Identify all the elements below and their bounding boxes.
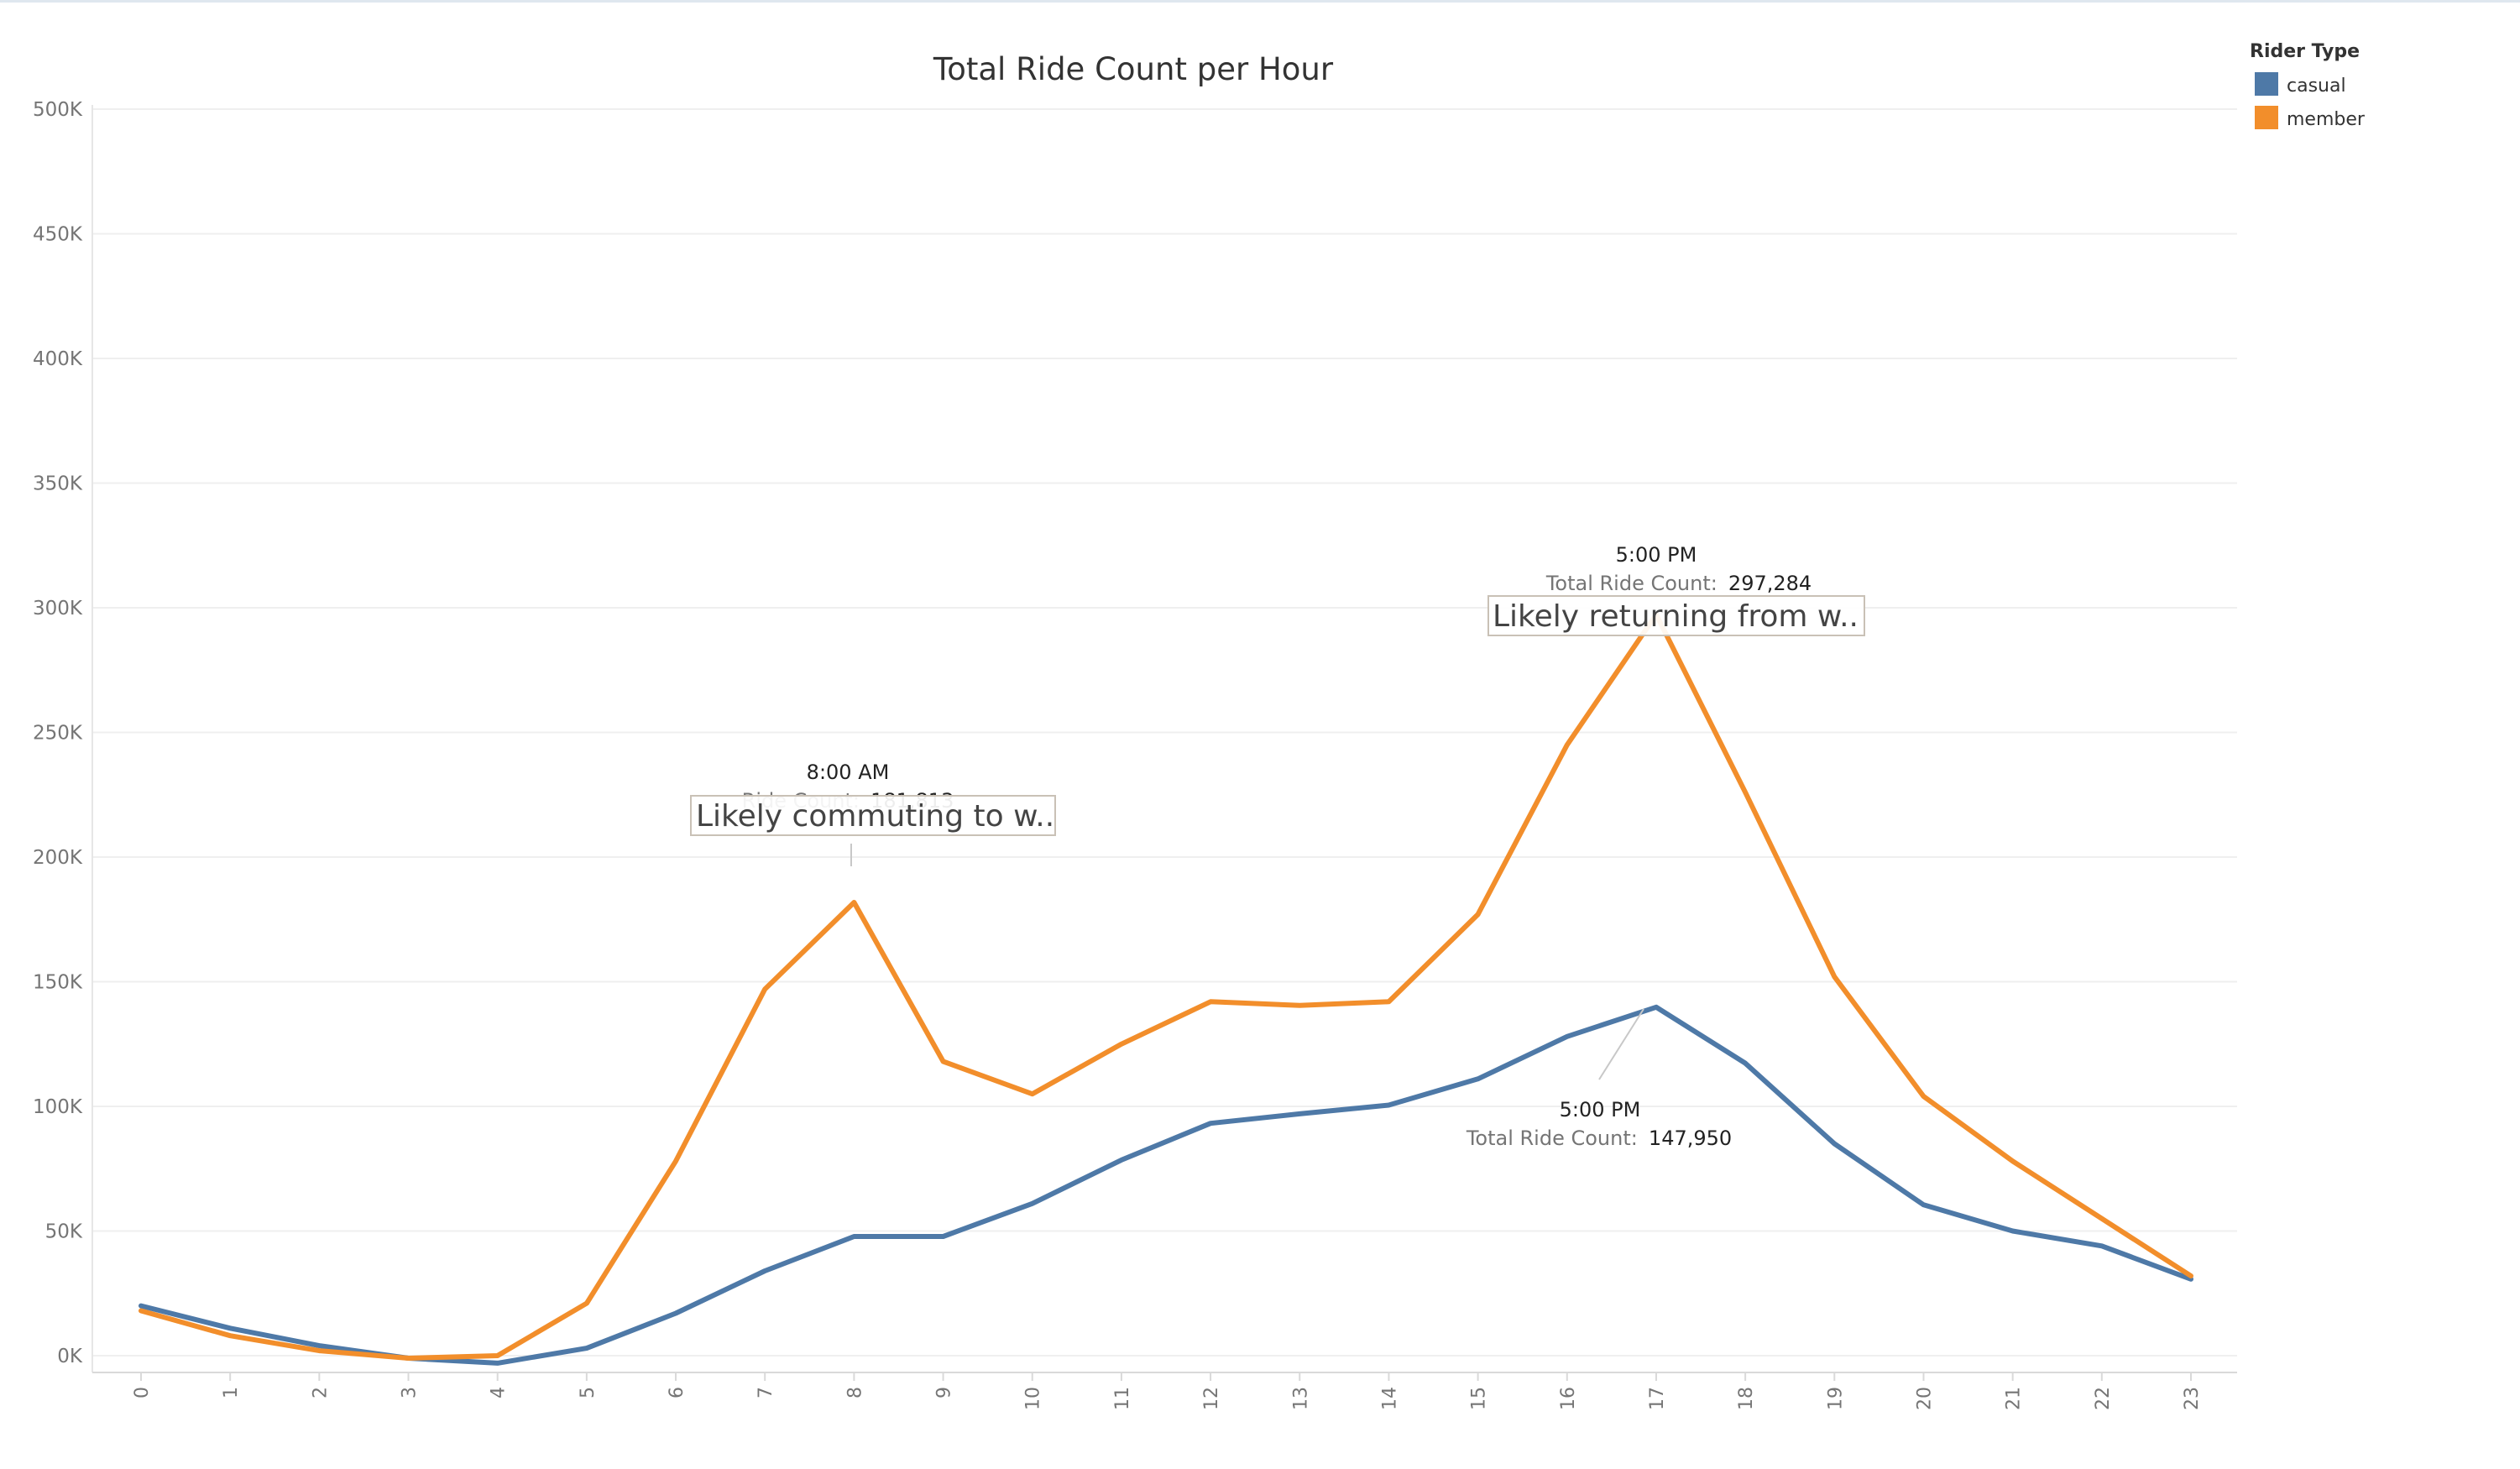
legend-swatch-member[interactable] [2255,106,2278,129]
x-tick-label: 18 [1736,1387,1757,1410]
annotation-5pm-casual: 5:00 PM Total Ride Count: 147,950 [1466,1008,1732,1150]
x-tick-label: 10 [1023,1387,1044,1410]
annotation-8am-time: 8:00 AM [807,761,890,784]
x-tick-label: 14 [1379,1387,1400,1410]
annotation-8am-note-box [690,795,1056,836]
x-tick-label: 13 [1290,1387,1311,1410]
x-tick-label: 23 [2182,1387,2203,1410]
legend-swatch-casual[interactable] [2255,72,2278,96]
x-tick-label: 19 [1825,1387,1846,1410]
y-tick-label: 300K [33,598,83,619]
x-tick-label: 11 [1112,1387,1133,1410]
chart-title: Total Ride Count per Hour [933,51,1334,87]
y-tick-label: 100K [33,1096,83,1118]
series-line-casual[interactable] [139,1004,2193,1366]
annotation-5pm-casual-leader [1598,1008,1644,1080]
annotation-5pm-member-value: 297,284 [1728,572,1812,595]
x-tick-label: 12 [1201,1387,1222,1410]
x-tick-label: 2 [310,1387,331,1398]
x-tick-label: 20 [1914,1387,1935,1410]
annotation-5pm-casual-value: 147,950 [1649,1127,1732,1150]
annotation-8am: 8:00 AM Ride Count: 181,813 Likely commu… [690,761,1056,866]
x-tick-label: 1 [221,1387,242,1398]
x-tick-label: 16 [1558,1387,1579,1410]
series-line-member[interactable] [139,612,2193,1361]
y-tick-label: 450K [33,224,83,246]
annotation-5pm-member: 5:00 PM Total Ride Count: 297,284 Likely… [1487,543,1865,636]
y-tick-label: 0K [57,1346,83,1367]
x-tick-label: 7 [755,1387,776,1398]
grid-lines [91,105,2237,1373]
x-tick-label: 4 [489,1387,510,1398]
y-axis-ticks: 0K 50K 100K 150K 200K 250K 300K 350K 400K 450K 500… [33,99,83,1367]
x-tick-label: 6 [667,1387,688,1398]
annotation-5pm-member-note-box [1487,595,1865,636]
annotation-5pm-member-label: Total Ride Count: [1545,572,1717,595]
y-tick-label: 200K [33,847,83,869]
y-tick-label: 350K [33,473,83,495]
x-tick-label: 21 [2004,1387,2025,1410]
legend-label-member[interactable]: member [2287,109,2366,130]
legend[interactable]: Rider Type casual member [2250,41,2366,130]
annotation-5pm-member-time: 5:00 PM [1616,543,1697,567]
top-border [0,0,2520,3]
x-tick-label: 5 [578,1387,599,1398]
annotation-5pm-casual-time: 5:00 PM [1560,1098,1641,1121]
annotation-8am-note: Likely commuting to w.. [696,799,1054,834]
annotation-5pm-casual-label: Total Ride Count: [1466,1127,1638,1150]
x-tick-label: 3 [400,1387,421,1398]
y-tick-label: 150K [33,972,83,994]
y-tick-label: 250K [33,723,83,745]
legend-label-casual[interactable]: casual [2287,76,2346,97]
x-tick-label: 9 [934,1387,955,1398]
x-tick-label: 15 [1469,1387,1490,1410]
x-axis-ticks: 0 1 2 3 4 5 6 7 8 9 10 11 12 13 14 15 16 17 18 19 20 21 22 23 [132,1372,2203,1410]
series-lines [139,612,2193,1366]
annotation-5pm-casual-count: Total Ride Count: 147,950 [1466,1127,1732,1150]
x-tick-label: 0 [132,1387,153,1398]
y-tick-label: 50K [45,1221,83,1243]
annotation-5pm-member-note: Likely returning from w.. [1493,599,1859,634]
x-tick-label: 8 [844,1387,865,1398]
y-tick-label: 500K [33,99,83,121]
y-tick-label: 400K [33,348,83,370]
x-tick-label: 22 [2093,1387,2114,1410]
x-tick-label: 17 [1647,1387,1668,1410]
legend-title: Rider Type [2250,41,2360,62]
annotation-5pm-member-count: Total Ride Count: 297,284 [1545,572,1812,595]
